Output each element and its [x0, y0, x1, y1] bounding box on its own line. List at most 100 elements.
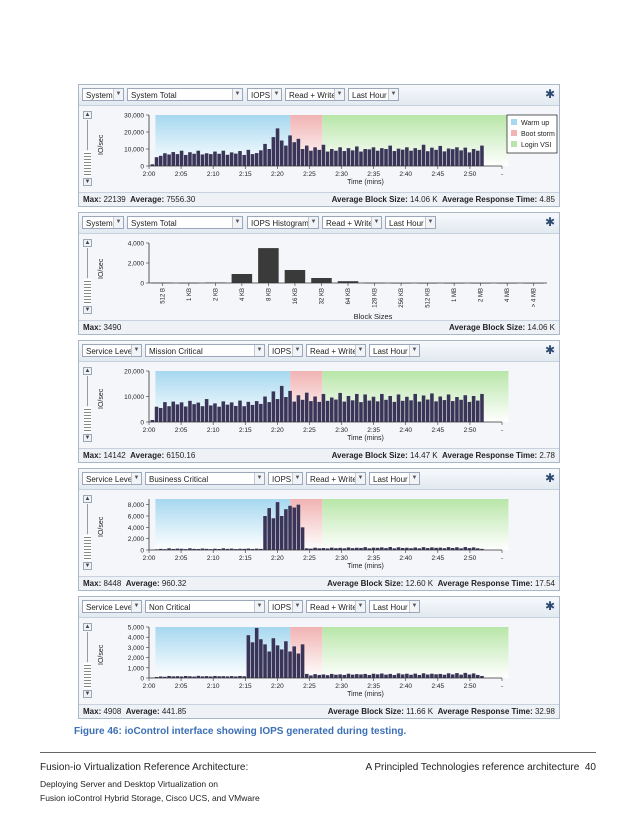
data-bar	[188, 152, 192, 166]
scope-dropdown[interactable]: System ▼	[82, 88, 124, 101]
data-bar	[267, 402, 271, 422]
metric-dropdown[interactable]: IOPS ▼	[268, 472, 303, 485]
iops-chart: 8,000 6,000 4,000 2,000 02:00 2:05 2:10 2:15 2:2…	[128, 499, 509, 570]
data-bar	[334, 674, 338, 678]
y-tick-label: 0	[140, 164, 144, 171]
data-bar	[442, 151, 447, 166]
target-dropdown[interactable]: System Total ▼	[127, 216, 243, 229]
gear-icon[interactable]: ✱	[544, 215, 555, 229]
data-bar	[296, 653, 301, 678]
data-bar	[209, 154, 213, 166]
scope-dropdown[interactable]: Service Level ▼	[82, 344, 142, 357]
data-bar	[425, 151, 430, 166]
zoom-slider[interactable]: ▲ ▼	[83, 623, 92, 698]
data-bar	[346, 395, 351, 422]
data-bar	[438, 145, 443, 166]
data-bar	[229, 548, 234, 550]
data-bar	[250, 642, 255, 678]
zoom-slider[interactable]: ▲ ▼	[83, 239, 92, 314]
scope-dropdown[interactable]: System ▼	[82, 216, 124, 229]
x-tick-label: 2:35	[367, 555, 380, 562]
io-type-dropdown[interactable]: Read + Write ▼	[322, 216, 382, 229]
data-bar	[346, 547, 351, 550]
zoom-out-button[interactable]: ▼	[83, 690, 92, 698]
zoom-slider[interactable]: ▲ ▼	[83, 367, 92, 442]
data-bar	[229, 676, 234, 678]
data-bar	[242, 548, 246, 550]
metric-dropdown[interactable]: IOPS ▼	[247, 88, 282, 101]
y-tick-label: 2,000	[128, 655, 145, 662]
scope-dropdown[interactable]: Service Level ▼	[82, 472, 142, 485]
data-bar	[254, 401, 259, 422]
range-dropdown[interactable]: Last Hour ▼	[348, 88, 399, 101]
data-bar	[350, 674, 355, 678]
target-dropdown[interactable]: Non Critical ▼	[145, 600, 265, 613]
chevron-down-icon: ▼	[355, 473, 365, 484]
data-bar	[334, 150, 338, 166]
data-bar	[263, 396, 267, 422]
x-tick-label: 2:05	[175, 683, 188, 690]
io-type-dropdown[interactable]: Read + Write ▼	[306, 344, 366, 357]
zoom-in-button[interactable]: ▲	[83, 367, 92, 375]
data-bar	[455, 673, 459, 678]
range-dropdown[interactable]: Last Hour ▼	[369, 600, 420, 613]
zoom-slider[interactable]: ▲ ▼	[83, 111, 92, 186]
io-type-dropdown[interactable]: Read + Write ▼	[285, 88, 345, 101]
chevron-down-icon: ▼	[409, 345, 419, 356]
data-bar	[217, 406, 221, 422]
data-bar	[238, 675, 242, 678]
x-tick-label: 2:00	[143, 683, 156, 690]
zoom-slider[interactable]: ▲ ▼	[83, 495, 92, 570]
x-tick-label: 2:10	[207, 427, 220, 434]
chevron-down-icon: ▼	[254, 345, 264, 356]
range-dropdown[interactable]: Last Hour ▼	[369, 344, 420, 357]
data-bar	[375, 547, 380, 550]
data-bar	[329, 673, 334, 678]
panel-toolbar: Service Level ▼ Non Critical ▼ IOPS ▼ Read …	[79, 597, 559, 618]
data-bar	[467, 674, 472, 678]
scope-dropdown[interactable]: Service Level ▼	[82, 600, 142, 613]
y-tick-label: 20,000	[124, 130, 144, 137]
data-bar	[154, 157, 159, 166]
target-dropdown[interactable]: System Total ▼	[127, 88, 243, 101]
gear-icon[interactable]: ✱	[544, 599, 555, 613]
y-axis-label: IO/sec	[98, 644, 105, 665]
zoom-in-button[interactable]: ▲	[83, 495, 92, 503]
data-bar	[288, 390, 292, 422]
zoom-in-button[interactable]: ▲	[83, 111, 92, 119]
data-bar	[254, 153, 259, 166]
x-tick-label: -	[501, 171, 503, 178]
chevron-down-icon: ▼	[355, 345, 365, 356]
metric-dropdown[interactable]: IOPS ▼	[268, 344, 303, 357]
metric-dropdown[interactable]: IOPS ▼	[268, 600, 303, 613]
chevron-down-icon: ▼	[355, 601, 365, 612]
zoom-out-button[interactable]: ▼	[83, 562, 92, 570]
legend-label: Warm up	[521, 120, 549, 127]
target-dropdown[interactable]: Business Critical ▼	[145, 472, 265, 485]
io-type-dropdown[interactable]: Read + Write ▼	[306, 472, 366, 485]
range-dropdown[interactable]: Last Hour ▼	[385, 216, 436, 229]
gear-icon[interactable]: ✱	[544, 343, 555, 357]
data-bar	[396, 394, 401, 422]
y-tick-label: 0	[140, 420, 144, 427]
gear-icon[interactable]: ✱	[544, 471, 555, 485]
gear-icon[interactable]: ✱	[544, 87, 555, 101]
data-bar	[175, 154, 180, 166]
data-bar	[183, 406, 188, 422]
data-bar	[158, 548, 163, 550]
zoom-in-button[interactable]: ▲	[83, 239, 92, 247]
range-dropdown[interactable]: Last Hour ▼	[369, 472, 420, 485]
metric-dropdown[interactable]: IOPS Histogram ▼	[247, 216, 319, 229]
zoom-out-button[interactable]: ▼	[83, 434, 92, 442]
zoom-in-button[interactable]: ▲	[83, 623, 92, 631]
data-bar	[179, 402, 184, 422]
io-type-dropdown[interactable]: Read + Write ▼	[306, 600, 366, 613]
data-bar	[192, 153, 196, 166]
zoom-out-button[interactable]: ▼	[83, 306, 92, 314]
footer-title: Fusion-io Virtualization Reference Archi…	[40, 762, 249, 773]
zoom-out-button[interactable]: ▼	[83, 178, 92, 186]
data-bar	[234, 405, 238, 422]
target-dropdown[interactable]: Mission Critical ▼	[145, 344, 265, 357]
iops-panel-system: System ▼ System Total ▼ IOPS ▼ Read + Write…	[78, 84, 560, 207]
x-tick-label: 2:25	[303, 683, 316, 690]
